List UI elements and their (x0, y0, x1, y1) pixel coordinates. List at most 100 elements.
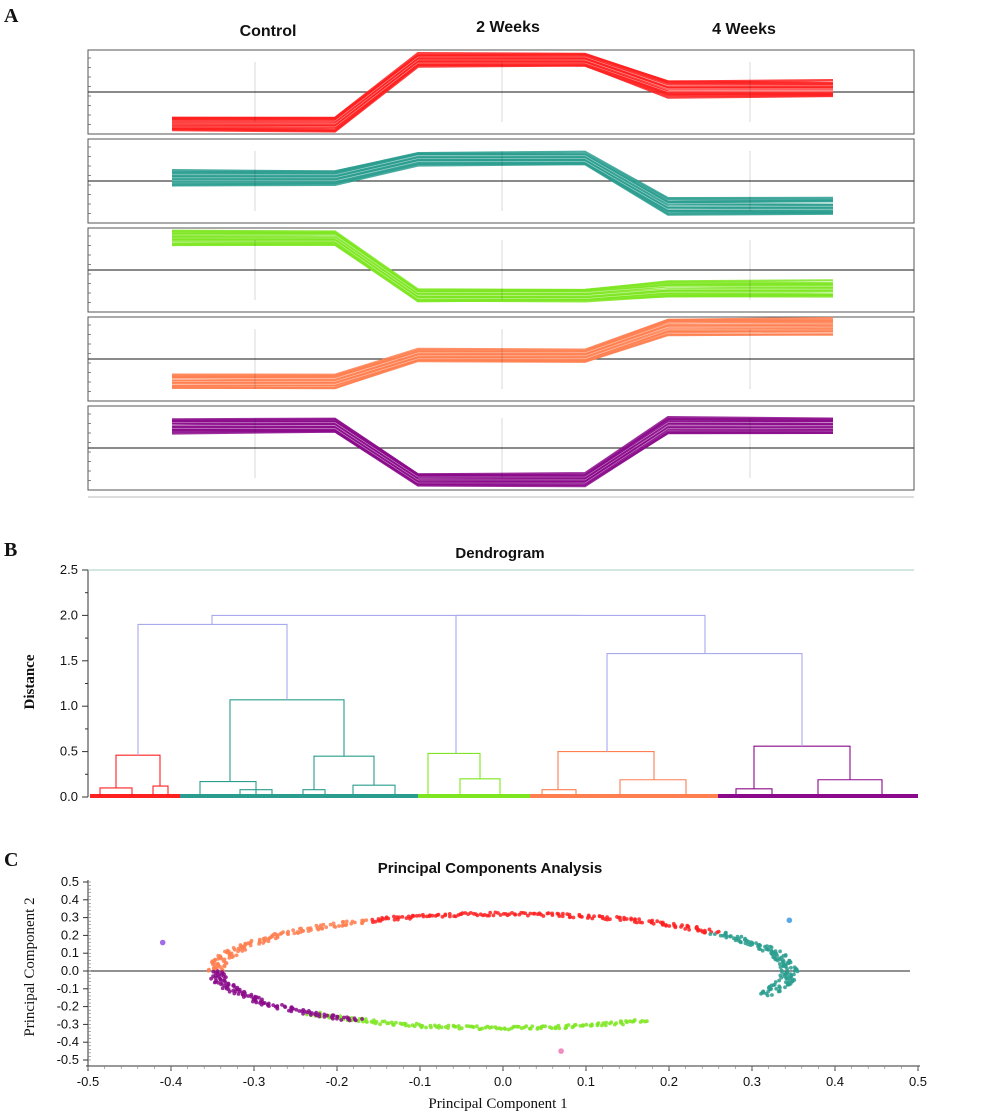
pca-point-red (695, 925, 699, 929)
pca-point-purple (309, 1013, 313, 1017)
pca-point-teal (718, 933, 723, 938)
pca-point-lime (603, 1023, 608, 1028)
pca-point-salmon (240, 949, 245, 953)
pca-point-salmon (257, 942, 261, 946)
pca-point-teal (765, 944, 769, 949)
pca-point-salmon (248, 943, 253, 948)
profile-line-teal (171, 163, 834, 216)
pca-point-lime (601, 1021, 606, 1026)
panel-a-label: A (4, 5, 19, 27)
pca-point-red (683, 927, 688, 931)
dendrogram-y-tick-label: 2.5 (60, 562, 78, 577)
pca-point-purple (331, 1016, 335, 1021)
dendrogram-branch-lime (427, 752, 481, 797)
pca-title: Principal Components Analysis (378, 860, 603, 877)
pca-point-salmon (316, 927, 321, 932)
pca-point-salmon (243, 948, 248, 952)
pca-point-teal (783, 985, 787, 990)
pca-point-salmon (273, 936, 278, 941)
pca-point-purple (236, 992, 241, 996)
profile-highlight (172, 323, 833, 379)
pca-point-purple (218, 978, 223, 982)
pca-point-salmon (236, 949, 241, 954)
profile-highlight (172, 234, 833, 293)
panel-c: C Principal Components Analysis Principa… (4, 849, 927, 1112)
pca-point-red (633, 917, 637, 921)
profile-line-purple (171, 430, 834, 488)
pca-point-red (671, 921, 676, 926)
pca-point-purple (257, 995, 261, 1000)
pca-point-teal (778, 949, 782, 954)
profile-highlight (172, 326, 833, 382)
pca-point-purple (301, 1011, 305, 1016)
dendrogram-link (606, 652, 803, 752)
pca-point-salmon (286, 932, 290, 937)
pca-y-tick-label: 0.4 (61, 892, 79, 907)
pca-point-lime (614, 1021, 619, 1025)
pca-point-salmon (296, 931, 300, 935)
pca-point-red (517, 912, 522, 917)
pca-point-lime (566, 1023, 571, 1027)
pca-point-lime (407, 1024, 411, 1028)
profile-highlight (172, 237, 833, 296)
pca-outlier-point (159, 939, 166, 946)
profile-row-salmon (87, 316, 915, 402)
pca-point-lime (475, 1024, 479, 1029)
pca-point-teal (757, 942, 762, 947)
profile-highlight (172, 425, 833, 481)
pca-y-tick-label: -0.5 (57, 1052, 79, 1067)
pca-point-purple (354, 1018, 358, 1023)
pca-point-teal (770, 993, 774, 997)
pca-outlier-point (558, 1048, 564, 1054)
panel-a: A Control 2 Weeks 4 Weeks (4, 5, 915, 498)
profile-highlight (172, 240, 833, 299)
pca-y-tick-label: 0.3 (61, 910, 79, 925)
pca-point-salmon (344, 919, 349, 924)
pca-point-purple (347, 1018, 352, 1023)
pca-point-red (687, 927, 691, 932)
profile-row-teal (87, 138, 915, 224)
pca-point-salmon (353, 920, 357, 925)
pca-point-purple (280, 1003, 284, 1007)
pca-point-purple (339, 1018, 344, 1022)
pca-point-red (440, 914, 445, 919)
pca-point-teal (774, 986, 779, 991)
pca-point-purple (246, 994, 251, 998)
pca-point-red (622, 915, 626, 920)
pca-point-salmon (320, 926, 325, 931)
dendrogram-link (211, 614, 706, 654)
pca-point-lime (419, 1025, 424, 1030)
pca-point-salmon (333, 925, 338, 929)
pca-point-red (561, 911, 565, 916)
pca-point-red (716, 929, 721, 934)
pca-point-teal (739, 934, 744, 939)
pca-y-tick-label: 0.0 (61, 963, 79, 978)
pca-point-lime (543, 1024, 548, 1029)
pca-point-red (658, 920, 663, 925)
pca-point-red (433, 914, 438, 918)
pca-point-teal (724, 930, 728, 935)
pca-point-salmon (222, 964, 227, 969)
pca-point-red (577, 912, 582, 917)
pca-point-lime (394, 1020, 398, 1025)
pca-point-red (452, 914, 456, 918)
pca-point-red (501, 912, 506, 916)
pca-point-lime (604, 1020, 609, 1025)
pca-point-lime (530, 1024, 535, 1029)
pca-y-tick-label: -0.4 (57, 1034, 79, 1049)
panel-b-label: B (4, 539, 17, 561)
pca-point-red (571, 915, 576, 920)
pca-point-salmon (292, 931, 297, 936)
profile-line-lime (171, 243, 834, 303)
pca-point-purple (251, 999, 255, 1004)
pca-point-salmon (324, 925, 329, 930)
pca-point-red (404, 916, 409, 920)
dendrogram-leaves-red (90, 794, 180, 798)
pca-point-red (493, 910, 498, 915)
pca-point-teal (777, 988, 782, 993)
profile-highlight (172, 428, 833, 484)
pca-point-lime (584, 1022, 589, 1027)
pca-point-lime (573, 1023, 578, 1027)
pca-point-lime (596, 1021, 601, 1025)
pca-point-purple (241, 995, 246, 999)
